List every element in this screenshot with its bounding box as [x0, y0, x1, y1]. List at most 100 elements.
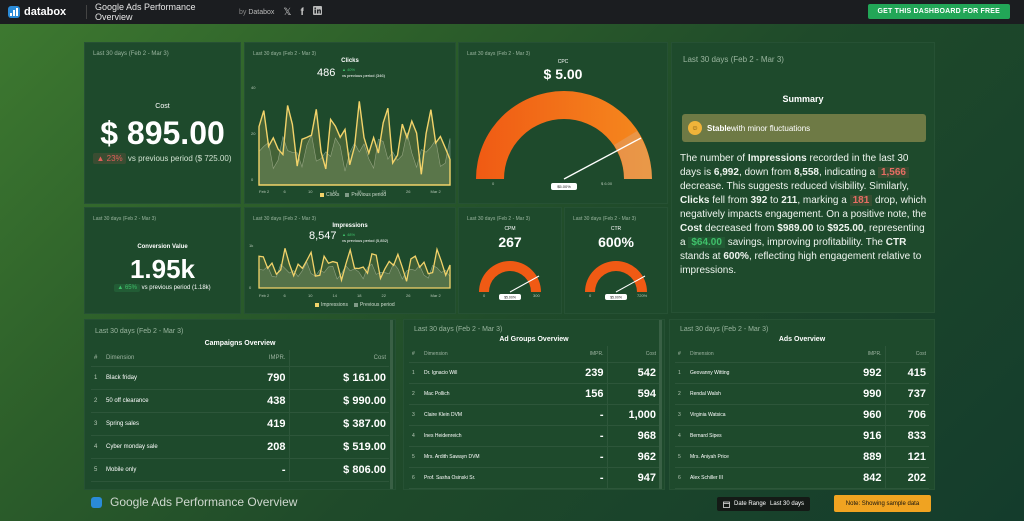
campaigns-scrollbar[interactable] [390, 320, 393, 489]
table-row[interactable]: 2 Mac Pollich 156 594 [409, 383, 659, 405]
status-bold: Stable [707, 123, 732, 133]
col-index[interactable]: # [675, 346, 687, 363]
col-cost[interactable]: Cost [884, 346, 929, 363]
impressions-change: ▲ 48% [342, 232, 356, 237]
col-cost[interactable]: Cost [288, 350, 389, 367]
date-range-label-text: Date Range [734, 501, 767, 507]
ctr-max: 720% [637, 293, 648, 298]
table-row[interactable]: 4 Bernard Sipes 916 833 [675, 425, 929, 447]
conversion-title: Conversion Value [137, 244, 188, 250]
facebook-icon[interactable]: f [300, 6, 304, 18]
row-impr: - [563, 425, 607, 447]
row-index: 4 [91, 435, 103, 459]
row-impr: 438 [229, 389, 289, 413]
table-row[interactable]: 5 Mrs. Aniyah Price 889 121 [675, 446, 929, 468]
date-range-label: Last 30 days (Feb 2 - Mar 3) [93, 216, 157, 222]
row-dimension: Black friday [103, 366, 229, 390]
date-range-label: Last 30 days (Feb 2 - Mar 3) [253, 51, 317, 57]
col-impr[interactable]: IMPR. [229, 350, 289, 367]
row-cost: 1,000 [606, 404, 659, 426]
row-impr: 960 [841, 404, 885, 426]
col-dimension[interactable]: Dimension [103, 350, 229, 367]
col-cost[interactable]: Cost [606, 346, 659, 363]
summary-fragment: decrease. This suggests reduced visibili… [680, 181, 909, 192]
clicks-x-tick: 22 [382, 189, 387, 194]
linkedin-icon[interactable] [312, 6, 322, 18]
row-cost: 542 [606, 362, 659, 384]
calendar-icon [723, 501, 730, 508]
top-bar: databox Google Ads Performance Overview … [0, 0, 1024, 24]
row-dimension: Mac Pollich [421, 383, 563, 405]
cpm-marker: $5.00% [504, 296, 516, 300]
summary-fragment: to [813, 223, 828, 234]
sample-data-note: Note: Showing sample data [834, 495, 931, 512]
cpc-min: 0 [492, 181, 495, 186]
impressions-x-tick: 6 [284, 293, 287, 298]
impressions-x-ticks: Feb 2 6 10 14 18 22 26 Mar 2 [259, 293, 442, 298]
table-row[interactable]: 1 Black friday 790 $ 161.00 [91, 366, 389, 390]
summary-fragment: to [767, 195, 782, 206]
col-dimension[interactable]: Dimension [421, 346, 563, 363]
conversion-card: Last 30 days (Feb 2 - Mar 3) Conversion … [84, 207, 241, 314]
cpc-title: CPC [557, 59, 569, 65]
table-row[interactable]: 4 Ines Heidenreich -968 [409, 425, 659, 447]
impressions-x-tick: 18 [357, 293, 362, 298]
date-range-label: Last 30 days (Feb 2 - Mar 3) [683, 55, 784, 64]
col-impr[interactable]: IMPR. [563, 346, 607, 363]
conversion-value: 1.95k [129, 254, 196, 284]
adgroups-scrollbar[interactable] [659, 320, 662, 489]
summary-fragment: decreased from [702, 223, 778, 234]
summary-highlight: 8,558 [793, 167, 819, 178]
summary-fragment: The number of [680, 153, 748, 164]
table-row[interactable]: 3 Claire Klein DVM -1,000 [409, 404, 659, 426]
table-row[interactable]: 3 Spring sales 419 $ 387.00 [91, 412, 389, 436]
row-index: 6 [675, 467, 687, 489]
footer-title-text: Google Ads Performance Overview [110, 495, 298, 509]
impressions-prev-area [258, 261, 451, 289]
impressions-compare: vs previous period (5,852) [342, 238, 389, 243]
summary-highlight: 181 [849, 195, 873, 206]
clicks-compare: vs previous period (346) [342, 73, 385, 78]
status-rest: with minor fluctuations [731, 123, 811, 133]
table-row[interactable]: 1 Dr. Ignacio Will 239 542 [409, 362, 659, 384]
x-twitter-icon[interactable]: 𝕏 [283, 6, 292, 18]
get-dashboard-button[interactable]: GET THIS DASHBOARD FOR FREE [867, 4, 1010, 19]
row-cost: $ 161.00 [288, 366, 389, 390]
table-row[interactable]: 4 Cyber monday sale 208 $ 519.00 [91, 435, 389, 459]
row-dimension: Bernard Sipes [687, 425, 841, 447]
table-row[interactable]: 6 Alex Schiller III 842 202 [675, 467, 929, 489]
col-impr[interactable]: IMPR. [841, 346, 885, 363]
date-range-button[interactable]: Date Range Last 30 days [717, 497, 811, 511]
clicks-y-ticks: 40 20 0 [251, 85, 256, 182]
databox-logo[interactable]: databox [8, 6, 78, 18]
row-dimension: Geovanny Witting [687, 362, 841, 384]
impressions-area [258, 246, 451, 289]
campaigns-table: # Dimension IMPR. Cost 1 Black friday 790 $… [85, 350, 395, 482]
by-databox: by Databox [239, 8, 275, 16]
col-dimension[interactable]: Dimension [687, 346, 841, 363]
cpm-min: 0 [483, 293, 486, 298]
dashboard-title: Google Ads Performance Overview [95, 2, 196, 22]
clicks-x-tick: 26 [406, 189, 411, 194]
table-row[interactable]: 3 Virginia Watsica 960 706 [675, 404, 929, 426]
row-index: 5 [91, 458, 103, 482]
table-row[interactable]: 1 Geovanny Witting 992 415 [675, 362, 929, 384]
table-row[interactable]: 2 50 off clearance 438 $ 990.00 [91, 389, 389, 413]
row-index: 3 [675, 404, 687, 426]
table-row[interactable]: 5 Mobile only - $ 806.00 [91, 458, 389, 482]
col-index[interactable]: # [409, 346, 421, 363]
row-dimension: Spring sales [103, 412, 229, 436]
table-row[interactable]: 6 Prof. Sasha Osinski Sr. -947 [409, 467, 659, 489]
date-range-label: Last 30 days (Feb 2 - Mar 3) [253, 216, 317, 222]
campaigns-rows: 1 Black friday 790 $ 161.00 2 50 off clearanc… [91, 366, 389, 482]
table-header: # Dimension IMPR. Cost [91, 350, 389, 367]
impressions-legend: Impressions Previous period [315, 302, 395, 308]
table-row[interactable]: 2 Rendal Walsh 990 737 [675, 383, 929, 405]
summary-fragment: , indicating a [819, 167, 878, 178]
row-impr: - [563, 467, 607, 489]
ctr-value: 600% [598, 234, 634, 250]
campaigns-title: Campaigns Overview [204, 340, 276, 347]
col-index[interactable]: # [91, 350, 103, 367]
table-row[interactable]: 5 Mrs. Ardith Sawayn DVM -962 [409, 446, 659, 468]
cpm-marker-bg [499, 294, 521, 300]
